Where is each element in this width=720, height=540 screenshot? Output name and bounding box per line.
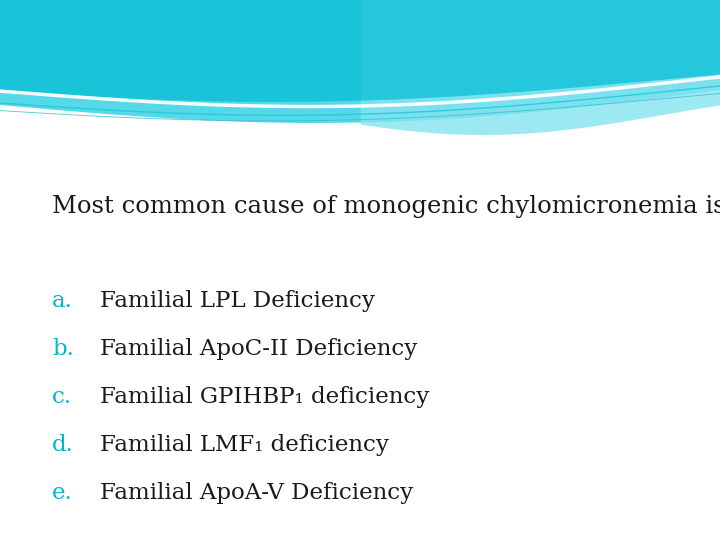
Polygon shape <box>0 0 720 123</box>
Text: Familial LPL Deficiency: Familial LPL Deficiency <box>100 290 375 312</box>
Text: d.: d. <box>52 434 74 456</box>
Text: a.: a. <box>52 290 73 312</box>
Text: Familial LMF₁ deficiency: Familial LMF₁ deficiency <box>100 434 389 456</box>
Polygon shape <box>0 0 720 102</box>
Text: Familial ApoC-II Deficiency: Familial ApoC-II Deficiency <box>100 338 418 360</box>
Text: b.: b. <box>52 338 74 360</box>
Polygon shape <box>361 0 720 135</box>
Text: e.: e. <box>52 482 73 504</box>
Text: Familial ApoA-V Deficiency: Familial ApoA-V Deficiency <box>100 482 413 504</box>
Text: Most common cause of monogenic chylomicronemia is: Most common cause of monogenic chylomicr… <box>52 195 720 218</box>
Text: c.: c. <box>52 386 72 408</box>
Text: Familial GPIHBP₁ deficiency: Familial GPIHBP₁ deficiency <box>100 386 429 408</box>
